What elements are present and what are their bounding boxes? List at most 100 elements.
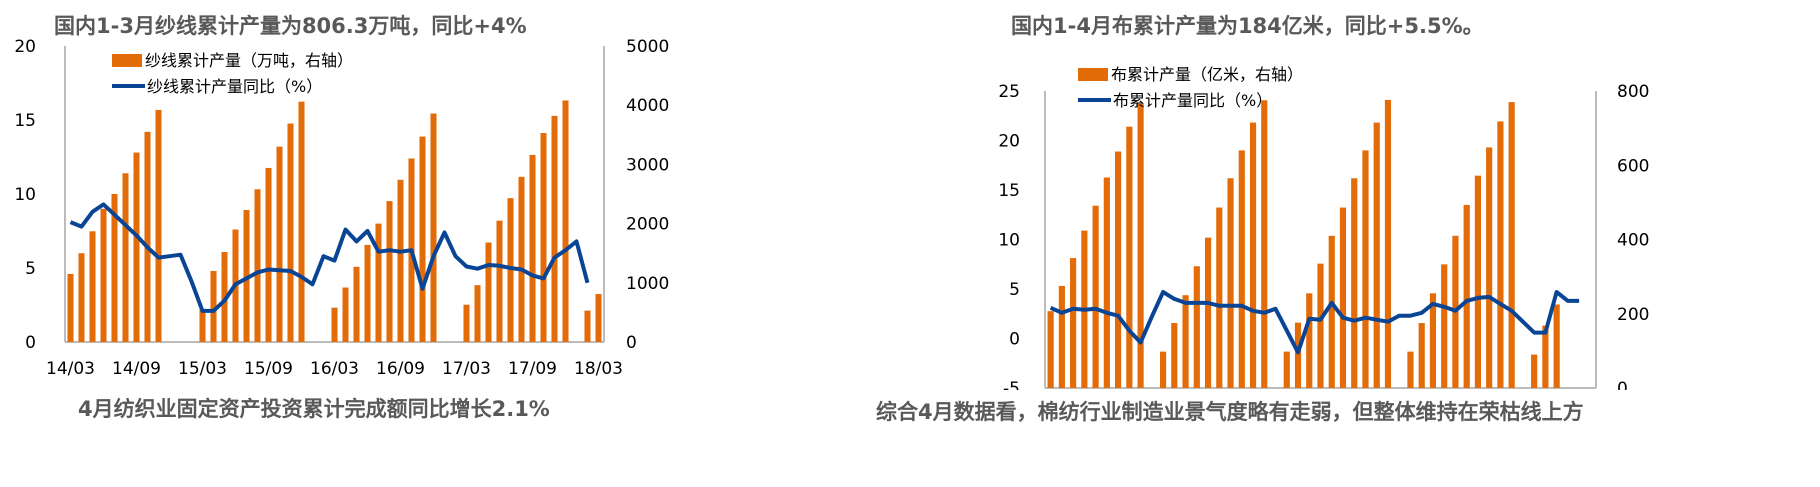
production-bar [518,176,525,342]
fabric-chart-caption: 综合4月数据看，棉纺行业制造业景气度略有走弱，但整体维持在荣枯线上方 [876,400,1584,424]
right-axis-tick-label: 2000 [626,215,669,235]
production-bar [1508,102,1515,388]
production-bar [1159,351,1167,388]
production-bar [1553,304,1560,388]
right-axis-tick-label: 1000 [626,274,669,294]
production-bar [155,109,162,342]
x-axis-tick-label: 17/03 [442,359,491,379]
production-bar [1486,147,1493,388]
legend-bar-label: 布累计产量（亿米，右轴） [1111,65,1303,84]
left-axis-tick-label: 5 [1009,280,1020,300]
left-axis-tick-label: 20 [14,37,36,57]
production-bar [551,115,558,342]
production-bar [1362,150,1369,388]
production-bar [1216,207,1223,388]
production-bar [1092,205,1099,388]
production-bar [1373,122,1380,389]
production-bar [1441,264,1448,388]
legend-line-label: 布累计产量同比（%） [1113,91,1272,110]
production-bar [342,287,349,342]
production-bar [1126,126,1133,388]
left-axis-tick-label: 5 [25,259,36,279]
x-axis-tick-label: 14/03 [46,359,95,379]
production-bar [562,100,569,343]
production-bar [1047,311,1054,388]
legend-line-label: 纱线累计产量同比（%） [147,77,322,96]
production-bar [1070,258,1077,388]
left-axis-tick-label: 25 [998,82,1020,102]
production-bar [287,123,294,342]
production-bar [265,167,272,342]
legend-bar-swatch [112,54,142,67]
production-bar [1497,121,1504,388]
x-axis-tick-label: 14/09 [112,359,161,379]
right-axis-tick-label: 200 [1617,305,1649,325]
x-axis-tick-label: 17/09 [508,359,557,379]
production-bar [133,152,140,342]
production-bar [474,285,481,342]
production-bar [1328,235,1335,388]
yarn-chart-caption: 4月纺织业固定资产投资累计完成额同比增长2.1% [78,397,550,421]
yarn-chart-panel: 国内1-3月纱线累计产量为806.3万吨，同比+4% 0 5 10 15 20 0 1000… [0,0,700,487]
production-bar [430,113,437,342]
left-axis-tick-label: -5 [1003,379,1020,390]
production-bar [397,179,404,342]
production-bar [375,223,382,342]
production-bar [1227,178,1234,388]
production-bar [1103,177,1110,388]
left-axis-tick-label: 15 [14,111,36,131]
yarn-chart-title: 国内1-3月纱线累计产量为806.3万吨，同比+4% [54,14,527,38]
x-axis-tick-label: 15/03 [178,359,227,379]
right-axis-tick-label: 3000 [626,155,669,175]
production-bar [1193,266,1200,388]
x-axis-tick-label: 16/09 [376,359,425,379]
left-axis-tick-label: 0 [1009,330,1020,350]
production-bar [1283,351,1290,388]
right-axis-tick-label: 4000 [626,96,669,116]
production-bar [1463,204,1470,388]
production-bar [419,136,426,342]
production-bar [540,133,547,342]
yoy-growth-line [1049,290,1580,355]
production-bar [1249,122,1257,389]
production-bar [1261,100,1268,388]
production-bar [529,154,536,342]
production-bar [1114,151,1122,388]
right-axis-tick-label: 800 [1617,82,1649,102]
production-bar [298,101,305,342]
production-bar [1182,295,1189,388]
production-bar [386,201,393,342]
production-bar [100,208,107,342]
production-bar [144,131,151,342]
production-bar [584,310,591,342]
right-axis-tick-label: 0 [626,333,637,353]
production-bar [67,273,74,342]
right-axis-tick-label: 5000 [626,37,669,57]
production-bar [243,209,250,342]
x-axis-tick-label: 15/09 [244,359,293,379]
production-bar [1137,103,1144,388]
left-axis-tick-label: 20 [998,132,1020,152]
production-bar [199,309,206,342]
production-bar [507,198,514,342]
production-bar [276,146,283,342]
production-bar [1058,285,1065,388]
production-bar [1294,322,1302,388]
production-bar [1418,323,1425,388]
production-bar [463,304,470,342]
legend-bar-swatch [1078,68,1108,81]
x-axis-tick-label: 16/03 [310,359,359,379]
production-bar [89,231,96,342]
production-bar [485,242,492,342]
production-bar [364,244,371,342]
production-bar [1351,178,1358,388]
production-bar [1407,351,1414,388]
production-bar [1542,325,1549,388]
yoy-growth-line [69,202,590,313]
production-bar [496,220,503,342]
right-axis-tick-label: 0 [1617,379,1628,390]
production-bar [221,252,228,342]
production-bar [1238,150,1245,388]
fabric-production-chart: -50510152025020040060080014/0414/1015/04… [998,65,1649,390]
production-bar [210,270,217,342]
